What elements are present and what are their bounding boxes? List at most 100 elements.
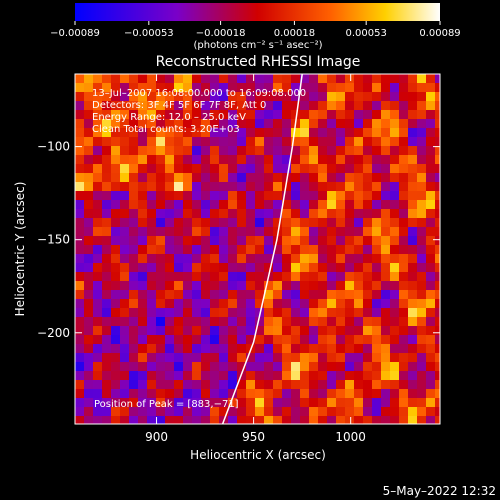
heatmap-cell [165, 308, 174, 317]
heatmap-cell [201, 272, 210, 281]
heatmap-cell [210, 101, 219, 110]
heatmap-cell [93, 92, 102, 101]
heatmap-cell [417, 164, 426, 173]
heatmap-cell [309, 362, 318, 371]
heatmap-cell [219, 146, 228, 155]
heatmap-cell [237, 317, 246, 326]
heatmap-cell [435, 92, 440, 101]
heatmap-cell [237, 74, 246, 83]
heatmap-cell [183, 191, 192, 200]
heatmap-cell [309, 263, 318, 272]
heatmap-cell [129, 290, 138, 299]
heatmap-cell [372, 362, 381, 371]
heatmap-cell [156, 119, 165, 128]
heatmap-cell [93, 380, 102, 389]
heatmap-cell [354, 173, 363, 182]
heatmap-cell [291, 101, 300, 110]
heatmap-cell [75, 74, 84, 83]
heatmap-cell [174, 416, 183, 424]
heatmap-cell [300, 398, 309, 407]
heatmap-cell [273, 119, 282, 128]
heatmap-cell [417, 74, 426, 83]
heatmap-cell [255, 101, 264, 110]
heatmap-cell [390, 128, 399, 137]
heatmap-cell [120, 281, 129, 290]
heatmap-cell [75, 209, 84, 218]
heatmap-cell [264, 137, 273, 146]
heatmap-cell [336, 227, 345, 236]
heatmap-cell [417, 128, 426, 137]
heatmap-cell [228, 290, 237, 299]
heatmap-cell [147, 371, 156, 380]
heatmap-cell [165, 128, 174, 137]
heatmap-cell [93, 182, 102, 191]
heatmap-cell [318, 92, 327, 101]
heatmap-cell [318, 173, 327, 182]
heatmap-cell [390, 200, 399, 209]
heatmap-cell [120, 227, 129, 236]
heatmap-cell [84, 245, 93, 254]
heatmap-cell [219, 380, 228, 389]
heatmap-cell [147, 155, 156, 164]
heatmap-cell [165, 290, 174, 299]
annotation-energy-range: Energy Range: 12.0 – 25.0 keV [92, 112, 246, 123]
heatmap-cell [372, 407, 381, 416]
heatmap-cell [129, 308, 138, 317]
heatmap-cell [84, 209, 93, 218]
heatmap-cell [300, 380, 309, 389]
annotation-detectors: Detectors: 3F 4F 5F 6F 7F 8F, Att 0 [92, 100, 266, 111]
heatmap-cell [345, 83, 354, 92]
heatmap-cell [255, 209, 264, 218]
heatmap-cell [147, 263, 156, 272]
heatmap-cell [129, 209, 138, 218]
heatmap-cell [426, 335, 435, 344]
heatmap-cell [228, 191, 237, 200]
heatmap-cell [210, 92, 219, 101]
heatmap-cell [84, 182, 93, 191]
heatmap-cell [111, 128, 120, 137]
heatmap-cell [138, 245, 147, 254]
heatmap-cell [75, 137, 84, 146]
heatmap-cell [120, 173, 129, 182]
heatmap-cell [273, 362, 282, 371]
heatmap-cell [156, 137, 165, 146]
heatmap-cell [183, 128, 192, 137]
heatmap-cell [75, 371, 84, 380]
heatmap-cell [228, 380, 237, 389]
heatmap-cell [309, 353, 318, 362]
heatmap-cell [183, 137, 192, 146]
heatmap-cell [291, 209, 300, 218]
heatmap-cell [183, 272, 192, 281]
heatmap-cell [120, 245, 129, 254]
heatmap-cell [408, 362, 417, 371]
heatmap-cell [327, 209, 336, 218]
heatmap-cell [255, 191, 264, 200]
heatmap-cell [363, 182, 372, 191]
heatmap-cell [246, 200, 255, 209]
heatmap-cell [84, 227, 93, 236]
heatmap-cell [300, 416, 309, 424]
heatmap-cell [93, 227, 102, 236]
heatmap-cell [102, 344, 111, 353]
heatmap-cell [129, 416, 138, 424]
heatmap-cell [174, 110, 183, 119]
heatmap-cell [399, 362, 408, 371]
heatmap-cell [417, 101, 426, 110]
heatmap-cell [390, 74, 399, 83]
heatmap-cell [435, 299, 440, 308]
heatmap-cell [354, 110, 363, 119]
heatmap-cell [390, 272, 399, 281]
heatmap-cell [255, 227, 264, 236]
heatmap-cell [282, 380, 291, 389]
heatmap-cell [165, 380, 174, 389]
heatmap-cell [192, 92, 201, 101]
heatmap-cell [246, 308, 255, 317]
heatmap-cell [129, 101, 138, 110]
heatmap-cell [246, 227, 255, 236]
heatmap-cell [210, 254, 219, 263]
heatmap-cell [75, 272, 84, 281]
heatmap-cell [408, 74, 417, 83]
heatmap-cell [246, 83, 255, 92]
heatmap-cell [417, 119, 426, 128]
heatmap-cell [264, 128, 273, 137]
